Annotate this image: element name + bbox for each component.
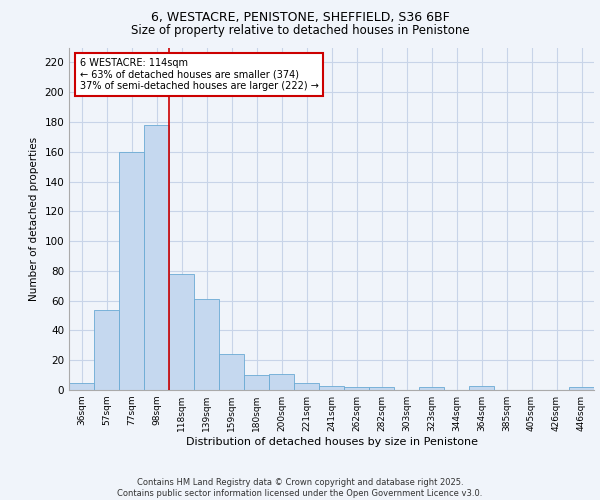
Bar	[144, 125, 169, 390]
Text: 6 WESTACRE: 114sqm
← 63% of detached houses are smaller (374)
37% of semi-detach: 6 WESTACRE: 114sqm ← 63% of detached hou…	[79, 58, 319, 91]
Text: Contains HM Land Registry data © Crown copyright and database right 2025.
Contai: Contains HM Land Registry data © Crown c…	[118, 478, 482, 498]
Bar	[344, 387, 369, 390]
Bar	[69, 382, 94, 390]
Bar	[419, 387, 444, 390]
Bar	[569, 387, 594, 390]
Bar	[294, 382, 319, 390]
Bar	[219, 354, 244, 390]
Text: Size of property relative to detached houses in Penistone: Size of property relative to detached ho…	[131, 24, 469, 37]
Text: 6, WESTACRE, PENISTONE, SHEFFIELD, S36 6BF: 6, WESTACRE, PENISTONE, SHEFFIELD, S36 6…	[151, 11, 449, 24]
Bar	[94, 310, 119, 390]
Bar	[119, 152, 144, 390]
Y-axis label: Number of detached properties: Number of detached properties	[29, 136, 39, 301]
Bar	[194, 299, 219, 390]
Bar	[169, 274, 194, 390]
Bar	[319, 386, 344, 390]
Bar	[469, 386, 494, 390]
Bar	[244, 375, 269, 390]
Bar	[269, 374, 294, 390]
X-axis label: Distribution of detached houses by size in Penistone: Distribution of detached houses by size …	[185, 437, 478, 447]
Bar	[369, 387, 394, 390]
